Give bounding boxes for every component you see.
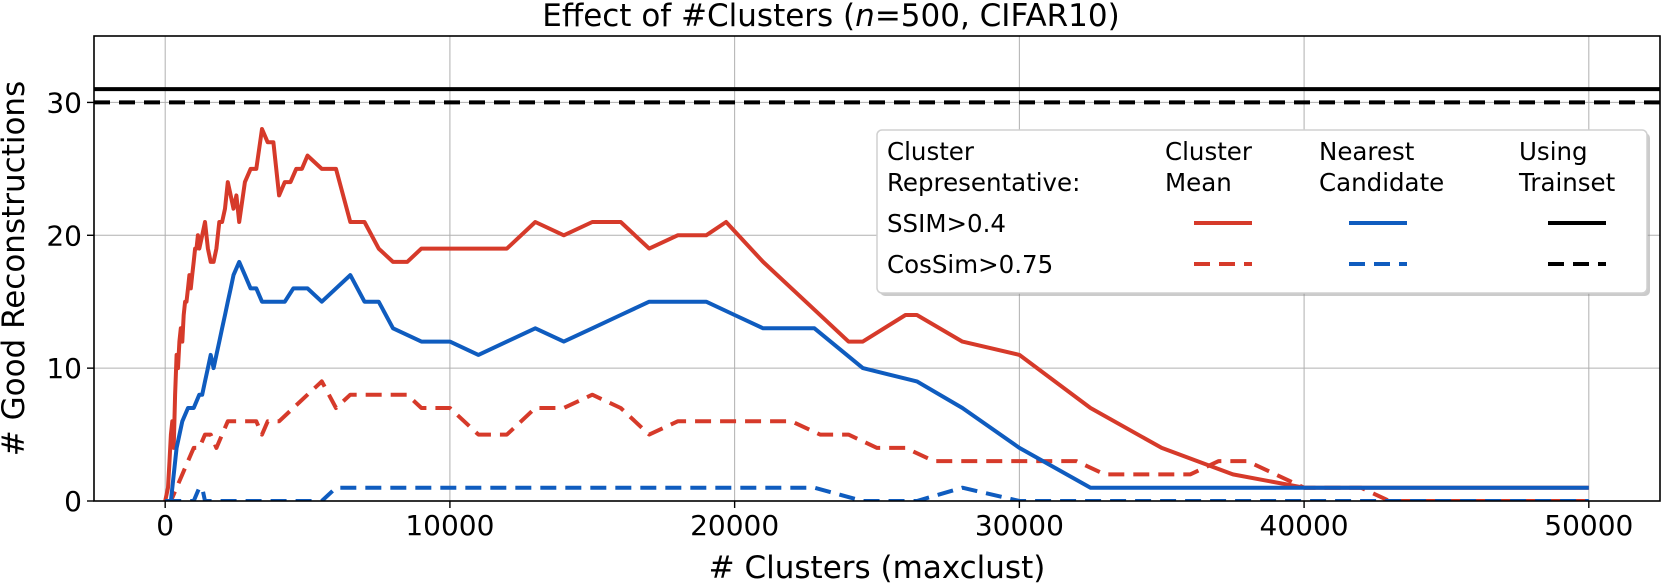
legend-header-line2: Representative: [887, 168, 1080, 197]
legend-column-title-line2: Trainset [1518, 168, 1616, 197]
legend-column-title-line1: Using [1519, 137, 1588, 166]
legend-column-title-line1: Nearest [1319, 137, 1415, 166]
plot-area-frame [93, 35, 1661, 502]
y-tick-label: 20 [46, 219, 82, 252]
x-tick-label: 10000 [405, 509, 494, 542]
legend-column-title-line2: Mean [1165, 168, 1232, 197]
series-nearest-candidate-ssim-0-4 [165, 259, 1589, 501]
legend-column-title-line1: Cluster [1165, 137, 1253, 166]
x-tick-label: 30000 [975, 509, 1064, 542]
chart-title-suffix: =500, CIFAR10) [875, 0, 1120, 34]
x-tick-label: 20000 [690, 509, 779, 542]
legend: ClusterRepresentative:ClusterMeanNearest… [876, 129, 1650, 296]
series-cluster-mean-cossim-0-75 [165, 379, 1589, 501]
series-lines [94, 87, 1660, 501]
x-tick-label: 50000 [1544, 509, 1633, 542]
series-nearest-candidate-cossim-0-75 [165, 485, 1589, 501]
series-cluster-mean-ssim-0-4 [163, 127, 1589, 501]
x-axis-label: # Clusters (maxclust) [709, 550, 1046, 586]
y-tick-label: 10 [46, 352, 82, 385]
legend-column-title-line2: Candidate [1319, 168, 1444, 197]
axis-ticks: 0 10000 20000 30000 40000 50000 0 10 20 30 [46, 86, 1633, 542]
legend-header-line1: Cluster [887, 137, 975, 166]
y-tick-label: 0 [64, 485, 82, 518]
legend-row-label: CosSim>0.75 [887, 250, 1053, 279]
legend-row-label: SSIM>0.4 [887, 209, 1006, 238]
chart-title-prefix: Effect of #Clusters ( [542, 0, 855, 34]
x-tick-label: 40000 [1260, 509, 1349, 542]
y-tick-label: 30 [46, 86, 82, 119]
chart-title: Effect of #Clusters (n=500, CIFAR10) [542, 0, 1119, 34]
x-tick-label: 0 [156, 509, 174, 542]
legend-box [876, 129, 1648, 294]
chart-title-italic: n [855, 0, 875, 34]
y-axis-label: # Good Reconstructions [0, 81, 32, 456]
